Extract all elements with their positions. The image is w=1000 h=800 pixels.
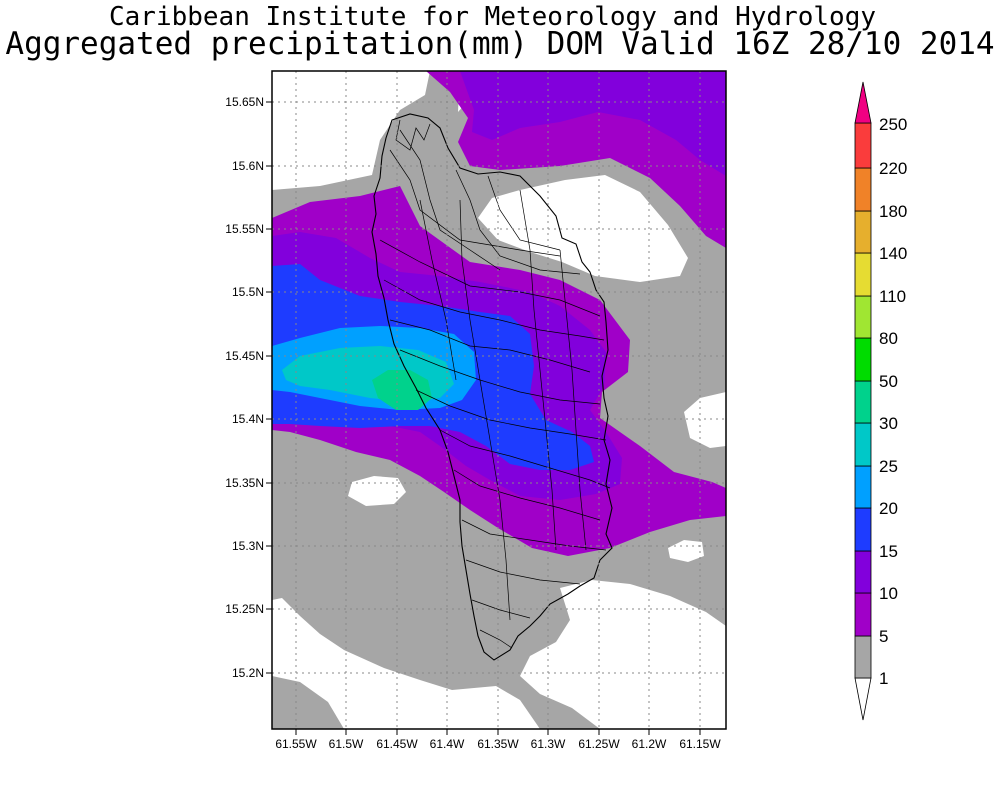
lat-tick-label: 15.55N [225, 222, 264, 236]
lon-tick-label: 61.5W [329, 737, 364, 751]
lat-tick-label: 15.35N [225, 476, 264, 490]
colorbar [854, 81, 872, 721]
lon-tick-label: 61.3W [531, 737, 566, 751]
lon-tick-label: 61.15W [679, 737, 721, 751]
colorbar-swatch-7 [854, 380, 872, 424]
colorbar-label: 110 [879, 287, 906, 306]
colorbar-swatch-10 [854, 252, 872, 297]
lat-tick-label: 15.45N [225, 349, 264, 363]
lat-tick-label: 15.6N [232, 159, 264, 173]
tick-marks [266, 101, 701, 735]
colorbar-label: 20 [879, 499, 898, 518]
colorbar-label: 50 [879, 372, 898, 391]
colorbar-swatch-11 [854, 210, 872, 254]
lat-tick-label: 15.25N [225, 602, 264, 616]
island-outline [371, 113, 613, 661]
colorbar-label: 30 [879, 414, 898, 433]
lat-tick-label: 15.4N [232, 412, 264, 426]
colorbar-swatch-13 [854, 122, 872, 169]
colorbar-swatch-2 [854, 592, 872, 637]
colorbar-swatch-1 [854, 635, 872, 679]
lon-tick-label: 61.35W [477, 737, 519, 751]
colorbar-label: 25 [879, 457, 898, 476]
lon-tick-label: 61.25W [578, 737, 620, 751]
lat-tick-label: 15.2N [232, 666, 264, 680]
lat-tick-label: 15.3N [232, 539, 264, 553]
colorbar-swatch-3 [854, 550, 872, 594]
colorbar-label: 1 [879, 669, 888, 688]
colorbar-label: 15 [879, 542, 898, 561]
colorbar-swatch-8 [854, 337, 872, 382]
colorbar-swatch-9 [854, 295, 872, 339]
colorbar-label: 10 [879, 584, 898, 603]
colorbar-swatch-4 [854, 507, 872, 552]
colorbar-label: 180 [879, 202, 907, 221]
colorbar-label: 250 [879, 115, 907, 134]
lon-tick-label: 61.2W [632, 737, 667, 751]
colorbar-swatch-6 [854, 422, 872, 467]
chart-title: Caribbean Institute for Meteorology and … [108, 2, 876, 32]
grid-lines [272, 71, 726, 729]
colorbar-label: 80 [879, 329, 898, 348]
lat-tick-label: 15.5N [232, 285, 264, 299]
lon-tick-label: 61.4W [430, 737, 465, 751]
colorbar-labels: 1 5 10 15 20 25 30 50 80 110 140 180 220… [879, 115, 907, 688]
colorbar-label: 5 [879, 627, 888, 646]
lat-tick-labels: 15.65N 15.6N 15.55N 15.5N 15.45N 15.4N 1… [225, 95, 264, 680]
colorbar-swatch-14 [854, 81, 872, 124]
map-frame [271, 70, 727, 730]
band-30-50 [372, 370, 432, 410]
colorbar-swatch-5 [854, 465, 872, 509]
chart-subtitle: Aggregated precipitation(mm) DOM Valid 1… [5, 26, 995, 62]
lon-tick-label: 61.55W [275, 737, 317, 751]
lon-tick-labels: 61.55W 61.5W 61.45W 61.4W 61.35W 61.3W 6… [275, 737, 721, 751]
precipitation-field [272, 71, 726, 729]
colorbar-label: 220 [879, 159, 907, 178]
lon-tick-label: 61.45W [376, 737, 418, 751]
colorbar-swatch-0 [854, 677, 872, 721]
colorbar-swatch-12 [854, 167, 872, 212]
band-10-15-north [460, 71, 726, 176]
lat-tick-label: 15.65N [225, 95, 264, 109]
island-network [379, 119, 611, 649]
colorbar-label: 140 [879, 244, 907, 263]
